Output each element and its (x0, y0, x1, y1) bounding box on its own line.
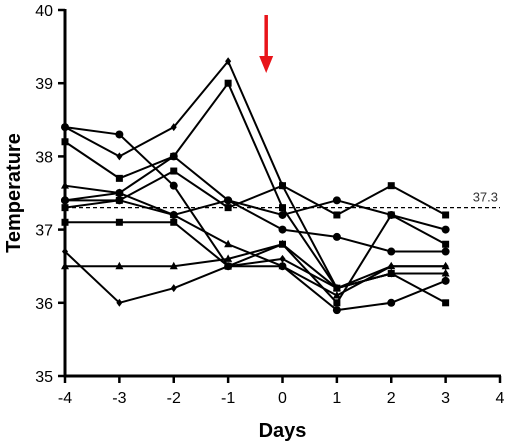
data-point (387, 269, 396, 277)
y-tick-label: 38 (35, 149, 53, 166)
series-layer (61, 57, 450, 315)
y-axis-title: Temperature (3, 133, 25, 253)
data-point (279, 254, 286, 263)
data-point (442, 262, 449, 271)
data-point (224, 196, 233, 205)
series-line (65, 243, 446, 290)
series-9 (62, 247, 449, 307)
series-line (64, 170, 447, 216)
data-point (115, 261, 124, 270)
data-point (224, 79, 232, 87)
data-point (116, 152, 123, 161)
series-6 (61, 196, 450, 256)
data-point (169, 261, 178, 270)
y-tick-label: 35 (35, 369, 53, 386)
data-point (442, 299, 450, 307)
data-point (224, 239, 233, 248)
y-tick-label: 37 (35, 223, 53, 240)
y-tick-group: 35 36 37 38 39 40 (35, 3, 65, 386)
data-point (332, 283, 341, 292)
data-point (278, 239, 287, 248)
data-point (115, 174, 123, 182)
x-tick-label: -2 (167, 390, 181, 407)
data-point (388, 262, 395, 271)
data-point (441, 276, 450, 285)
data-point (441, 247, 450, 256)
data-point (333, 211, 341, 219)
data-point (333, 299, 341, 307)
data-point (332, 306, 341, 315)
data-point (170, 284, 177, 293)
data-point (441, 225, 450, 234)
x-tick-label: 2 (387, 390, 396, 407)
data-point (115, 196, 124, 205)
data-point (115, 218, 123, 226)
data-point (387, 182, 395, 190)
data-point (332, 196, 341, 205)
data-point (225, 262, 232, 271)
data-point (170, 167, 178, 175)
data-point (442, 240, 450, 248)
x-tick-group: -4 -3 -2 -1 0 1 2 3 4 (58, 376, 505, 407)
data-point (278, 225, 287, 234)
data-point (225, 57, 232, 66)
x-tick-label: 4 (496, 390, 505, 407)
data-point (279, 182, 286, 190)
data-point (115, 188, 124, 196)
data-point (224, 204, 232, 212)
series-line (65, 213, 447, 304)
x-tick-label: -1 (221, 390, 235, 407)
series-10 (61, 239, 450, 292)
data-point (170, 218, 178, 226)
data-point (387, 298, 396, 307)
x-tick-label: -4 (58, 390, 72, 407)
data-point (278, 210, 287, 219)
x-axis-title: Days (259, 420, 307, 442)
data-point (279, 204, 286, 212)
series-line (64, 155, 446, 231)
x-tick-label: -3 (112, 390, 126, 407)
data-point (278, 261, 287, 270)
data-point (387, 211, 395, 219)
series-line (65, 199, 446, 253)
data-point (442, 211, 450, 219)
axes (63, 9, 501, 378)
data-point (387, 247, 396, 256)
data-point (169, 152, 178, 161)
x-tick-label: 0 (278, 390, 287, 407)
data-point (115, 130, 124, 139)
series-8 (61, 211, 450, 307)
data-point (224, 254, 233, 262)
series-line (64, 126, 446, 312)
data-point (332, 232, 341, 241)
data-point (169, 181, 178, 190)
series-2 (62, 57, 449, 293)
x-tick-label: 1 (332, 390, 341, 407)
y-tick-label: 39 (35, 76, 53, 93)
data-point (169, 210, 178, 218)
y-tick-label: 36 (35, 296, 53, 313)
event-arrow (259, 15, 274, 73)
arrow-head (259, 56, 274, 73)
data-point (441, 269, 450, 277)
x-tick-label: 3 (441, 390, 450, 407)
data-point (170, 123, 177, 132)
data-point (116, 298, 123, 307)
series-line (64, 250, 446, 304)
data-point (332, 290, 341, 299)
reference-line-label: 37.3 (473, 190, 498, 205)
y-tick-label: 40 (35, 3, 53, 20)
